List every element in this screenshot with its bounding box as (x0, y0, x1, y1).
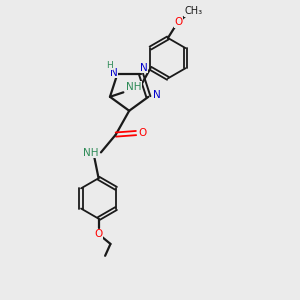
Text: N: N (140, 63, 148, 73)
Text: H: H (106, 61, 113, 70)
Text: O: O (94, 229, 103, 239)
Text: O: O (138, 128, 147, 138)
Text: NH: NH (126, 82, 142, 92)
Text: O: O (174, 17, 182, 27)
Text: N: N (110, 68, 118, 78)
Text: CH₃: CH₃ (184, 6, 202, 16)
Text: NH: NH (83, 148, 98, 158)
Text: N: N (153, 90, 160, 100)
